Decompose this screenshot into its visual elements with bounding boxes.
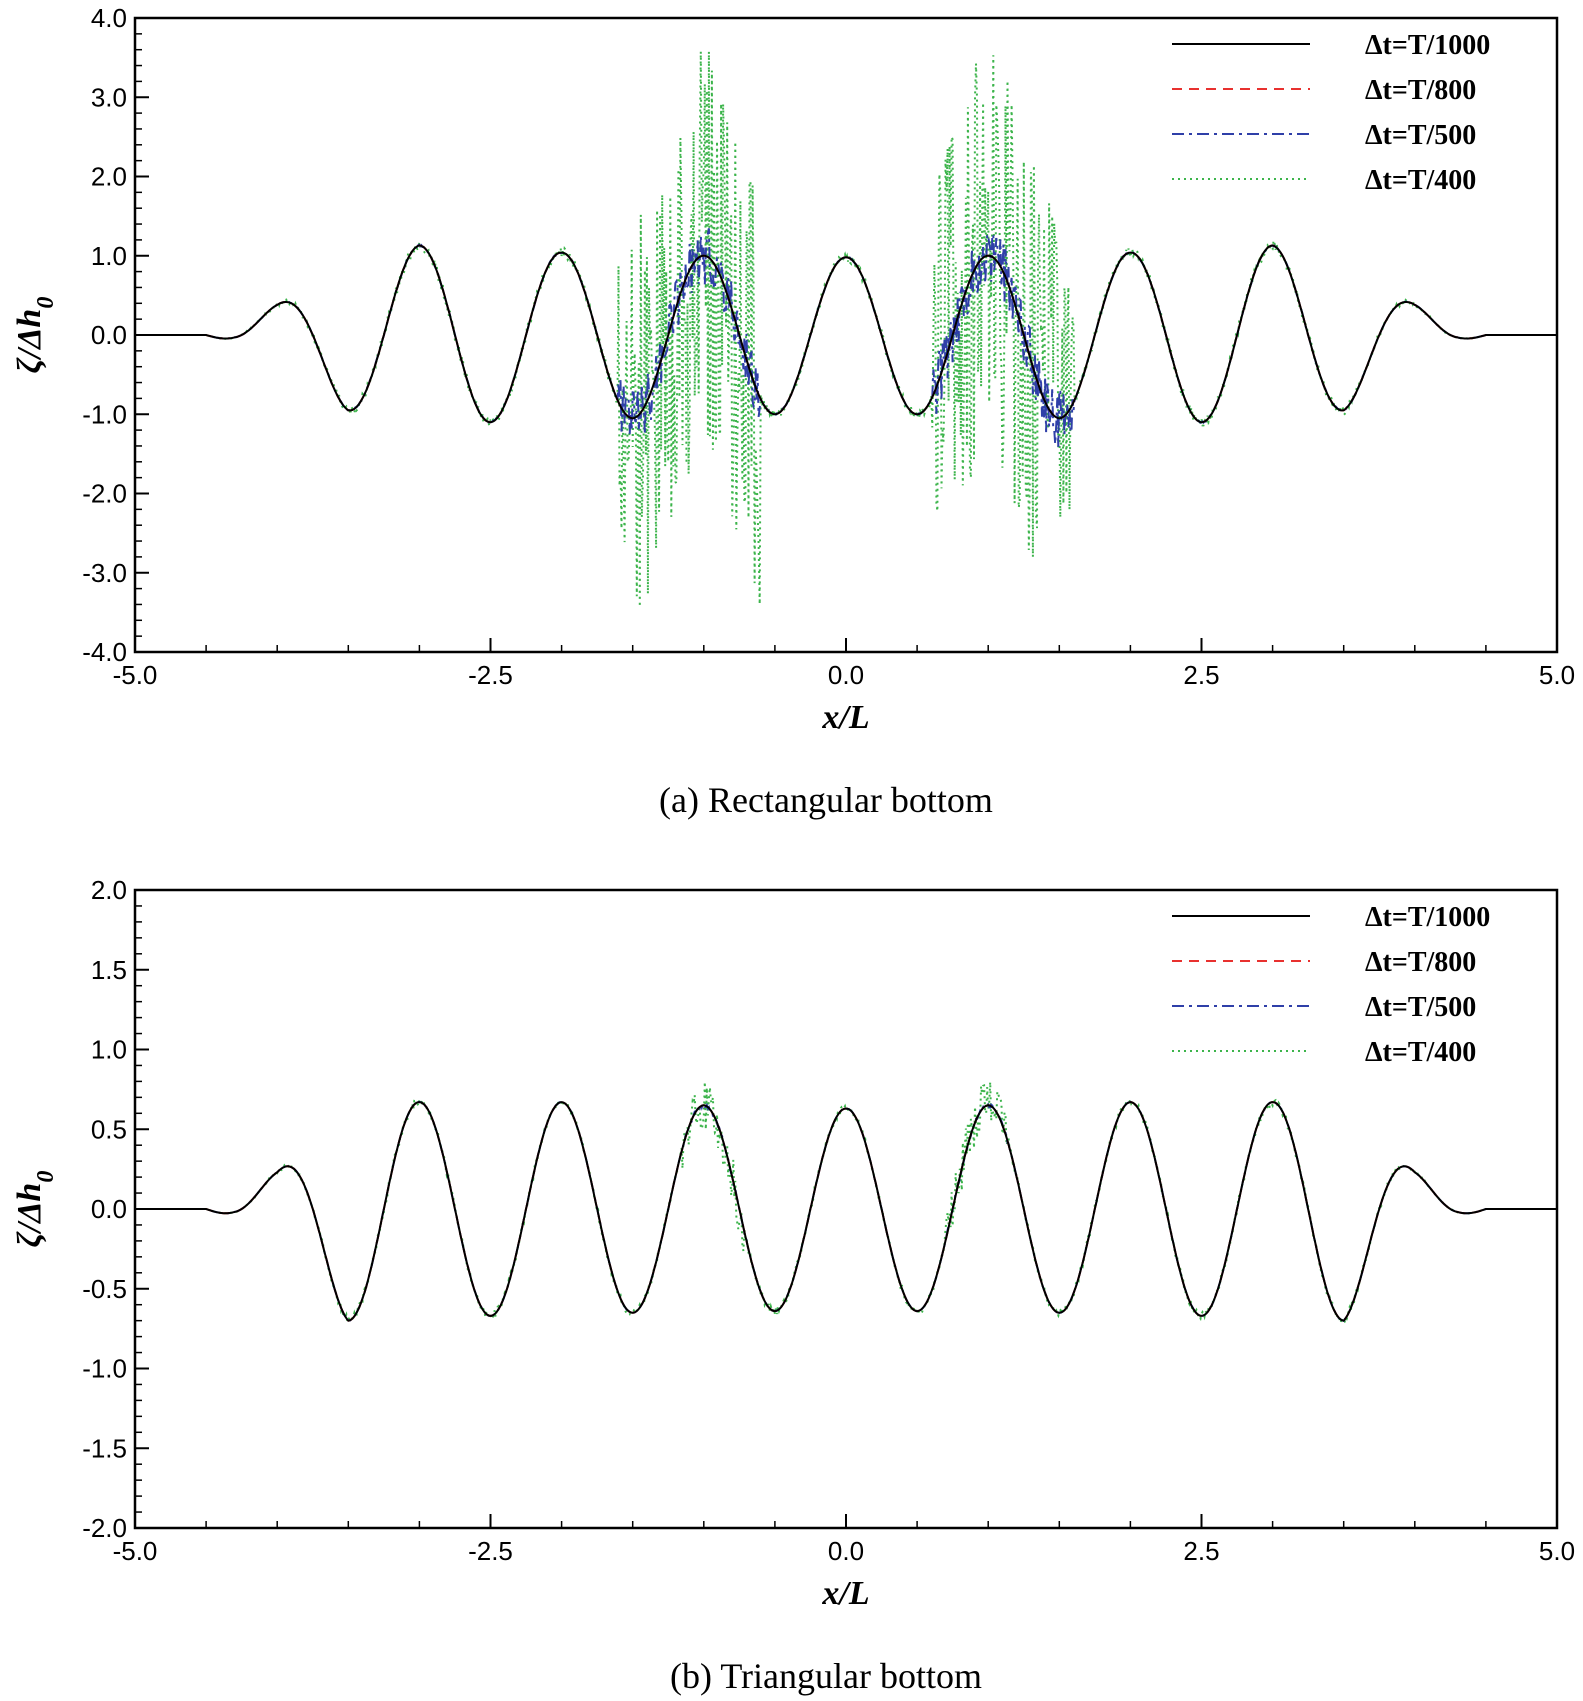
legend-label-2: Δt=T/800 — [1365, 947, 1476, 978]
minor-ticks — [134, 17, 1558, 653]
y-tick-label: -2.0 — [82, 479, 127, 509]
y-axis-title: ζ/Δh0 — [11, 1171, 59, 1248]
series-group — [135, 51, 1557, 607]
chart-b: 2.0 1.5 1.0 0.5 0.0 -0.5 -1.0 -1.5 -2.0-5.0 -2.5 0… — [11, 875, 1575, 1696]
y-tick-label: -1.5 — [82, 1433, 127, 1463]
legend: Δt=T/1000 Δt=T/800 Δt=T/500 Δt=T/400 — [1172, 30, 1490, 196]
y-tick-label: 4.0 — [91, 3, 127, 33]
x-tick-label: 2.5 — [1183, 660, 1219, 690]
minor-ticks — [134, 889, 1558, 1529]
x-tick-label: 5.0 — [1539, 660, 1575, 690]
legend: Δt=T/1000 Δt=T/800 Δt=T/500 Δt=T/400 — [1172, 902, 1490, 1068]
x-tick-label: -2.5 — [468, 1536, 513, 1566]
chart-caption: (a) Rectangular bottom — [659, 780, 993, 820]
series-line-2 — [135, 244, 1557, 424]
y-tick-label: 2.0 — [91, 162, 127, 192]
series-line-4 — [135, 51, 1557, 607]
y-tick-label: -3.0 — [82, 558, 127, 588]
x-tick-label: 2.5 — [1183, 1536, 1219, 1566]
y-axis-title-subscript: 0 — [33, 1171, 59, 1183]
plot-frame — [133, 16, 1559, 654]
y-axis-title-main: ζ/Δh — [11, 1183, 48, 1248]
x-tick-label: 0.0 — [828, 660, 864, 690]
y-tick-label: -2.0 — [82, 1513, 127, 1543]
x-tick-label: -5.0 — [113, 1536, 158, 1566]
series-line-3 — [135, 1100, 1557, 1323]
chart-caption: (b) Triangular bottom — [670, 1656, 982, 1696]
legend-label-4: Δt=T/400 — [1365, 165, 1476, 196]
legend-label-1: Δt=T/1000 — [1365, 902, 1490, 933]
legend-label-1: Δt=T/1000 — [1365, 30, 1490, 61]
y-tick-label: -4.0 — [82, 637, 127, 667]
x-tick-label: 0.0 — [828, 1536, 864, 1566]
y-tick-label: -1.0 — [82, 1354, 127, 1384]
legend-label-2: Δt=T/800 — [1365, 75, 1476, 106]
x-axis-title: x/L — [821, 1575, 869, 1612]
x-tick-label: -5.0 — [113, 660, 158, 690]
y-tick-label: 1.0 — [91, 241, 127, 271]
y-axis-title-main: ζ/Δh — [11, 309, 48, 374]
x-axis-title: x/L — [821, 699, 869, 736]
y-axis-title-subscript: 0 — [33, 297, 59, 309]
y-tick-label: 0.0 — [91, 320, 127, 350]
series-line-1 — [135, 244, 1557, 424]
y-tick-label: 3.0 — [91, 82, 127, 112]
series-line-4 — [135, 1081, 1557, 1326]
y-tick-label: 0.5 — [91, 1114, 127, 1144]
y-tick-label: 1.5 — [91, 955, 127, 985]
legend-label-3: Δt=T/500 — [1365, 120, 1476, 151]
chart-a: 4.0 3.0 2.0 1.0 0.0 -1.0 -2.0 -3.0 -4.0-5.0 -2.5 0… — [11, 3, 1575, 820]
y-tick-label: 2.0 — [91, 875, 127, 905]
series-line-1 — [135, 1101, 1557, 1322]
y-tick-label: 0.0 — [91, 1194, 127, 1224]
series-group — [135, 1081, 1557, 1326]
x-tick-label: 5.0 — [1539, 1536, 1575, 1566]
y-tick-label: -1.0 — [82, 399, 127, 429]
series-line-2 — [135, 1101, 1557, 1322]
plot-frame — [133, 888, 1559, 1530]
y-tick-label: -0.5 — [82, 1274, 127, 1304]
y-tick-label: 1.0 — [91, 1035, 127, 1065]
x-tick-label: -2.5 — [468, 660, 513, 690]
legend-label-3: Δt=T/500 — [1365, 992, 1476, 1023]
legend-label-4: Δt=T/400 — [1365, 1037, 1476, 1068]
y-axis-title: ζ/Δh0 — [11, 297, 59, 374]
